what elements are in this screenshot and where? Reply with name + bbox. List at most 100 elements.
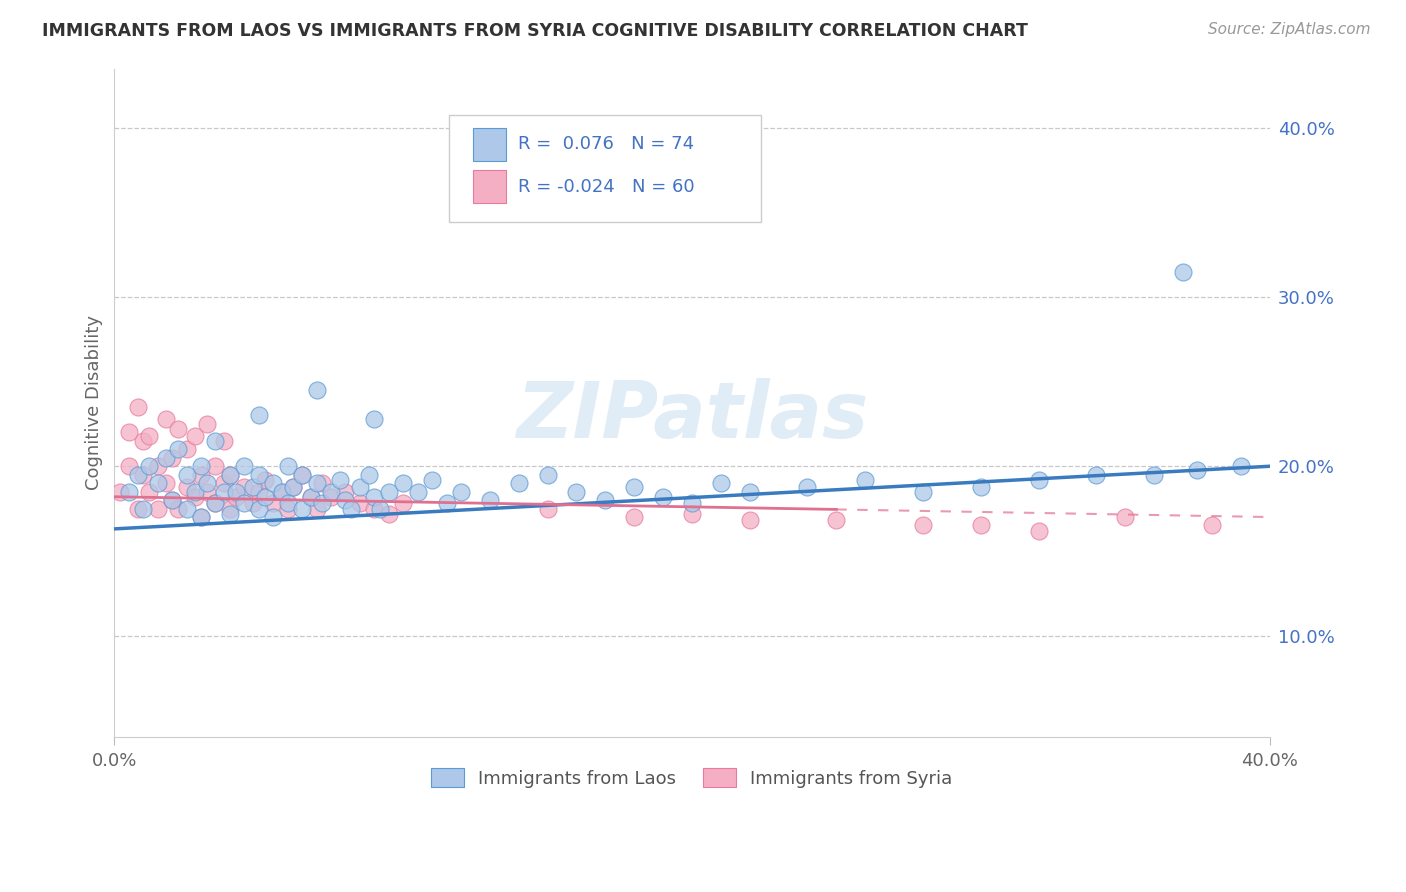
Point (681, 496, 703, 510)
Point (204, 459, 226, 474)
Point (1229, 459, 1251, 474)
Point (363, 412, 385, 426)
Point (291, 501, 314, 516)
Point (536, 501, 558, 516)
Point (225, 484, 247, 499)
Point (508, 476, 530, 491)
Point (825, 513, 848, 527)
Point (247, 501, 270, 516)
Point (127, 400, 149, 414)
Point (311, 476, 333, 491)
Point (392, 476, 415, 491)
Point (1143, 467, 1166, 482)
Point (253, 473, 276, 487)
Point (176, 467, 198, 482)
Point (262, 496, 284, 510)
Point (319, 484, 342, 499)
Point (176, 479, 198, 493)
Point (277, 501, 299, 516)
Point (305, 476, 328, 491)
Point (478, 493, 501, 508)
Point (146, 459, 169, 474)
Point (652, 490, 675, 504)
Point (1085, 467, 1108, 482)
Text: R =  0.076   N = 74: R = 0.076 N = 74 (517, 136, 693, 153)
Point (681, 507, 703, 521)
Point (291, 467, 314, 482)
Point (132, 501, 155, 516)
Y-axis label: Cognitive Disability: Cognitive Disability (86, 315, 103, 491)
Point (329, 473, 352, 487)
Point (283, 479, 305, 493)
Point (108, 484, 131, 499)
Text: IMMIGRANTS FROM LAOS VS IMMIGRANTS FROM SYRIA COGNITIVE DISABILITY CORRELATION C: IMMIGRANTS FROM LAOS VS IMMIGRANTS FROM … (42, 22, 1028, 40)
Point (132, 434, 155, 448)
Point (247, 409, 270, 423)
Point (242, 496, 264, 510)
Point (155, 412, 177, 426)
FancyBboxPatch shape (472, 128, 506, 161)
Point (219, 501, 242, 516)
Point (190, 467, 212, 482)
Point (212, 476, 235, 491)
Point (911, 484, 934, 499)
FancyBboxPatch shape (472, 170, 506, 202)
Point (710, 476, 733, 491)
Point (233, 496, 256, 510)
Point (219, 467, 242, 482)
Point (184, 490, 207, 504)
Point (247, 484, 270, 499)
Point (406, 484, 429, 499)
Point (738, 513, 761, 527)
Point (155, 476, 177, 491)
Point (184, 429, 207, 443)
Point (420, 473, 443, 487)
Point (853, 473, 876, 487)
Legend: Immigrants from Laos, Immigrants from Syria: Immigrants from Laos, Immigrants from Sy… (425, 761, 960, 795)
Point (262, 476, 284, 491)
Point (190, 510, 212, 524)
Text: R = -0.024   N = 60: R = -0.024 N = 60 (517, 178, 695, 195)
Point (368, 501, 391, 516)
Point (127, 467, 149, 482)
Point (291, 467, 314, 482)
Point (195, 476, 218, 491)
Point (283, 479, 305, 493)
Point (595, 493, 617, 508)
Point (970, 479, 993, 493)
Point (242, 479, 264, 493)
Point (335, 493, 357, 508)
Point (253, 490, 276, 504)
Point (195, 484, 218, 499)
Point (335, 484, 357, 499)
Point (195, 417, 218, 431)
Point (212, 434, 235, 448)
Point (118, 425, 141, 440)
Point (247, 467, 270, 482)
Point (176, 501, 198, 516)
Point (160, 493, 183, 508)
Point (225, 490, 247, 504)
Point (377, 507, 399, 521)
Point (623, 510, 645, 524)
Point (377, 484, 399, 499)
Point (146, 476, 169, 491)
Point (176, 442, 198, 457)
Point (277, 459, 299, 474)
Point (262, 510, 284, 524)
Point (1028, 473, 1050, 487)
Point (911, 518, 934, 533)
Point (363, 490, 385, 504)
Point (160, 450, 183, 465)
Point (305, 501, 328, 516)
Point (233, 479, 256, 493)
Point (565, 484, 588, 499)
Point (204, 434, 226, 448)
Point (190, 459, 212, 474)
Point (184, 484, 207, 499)
Point (204, 496, 226, 510)
Point (146, 501, 169, 516)
Point (392, 496, 415, 510)
Text: ZIPatlas: ZIPatlas (516, 378, 868, 454)
Point (271, 484, 294, 499)
